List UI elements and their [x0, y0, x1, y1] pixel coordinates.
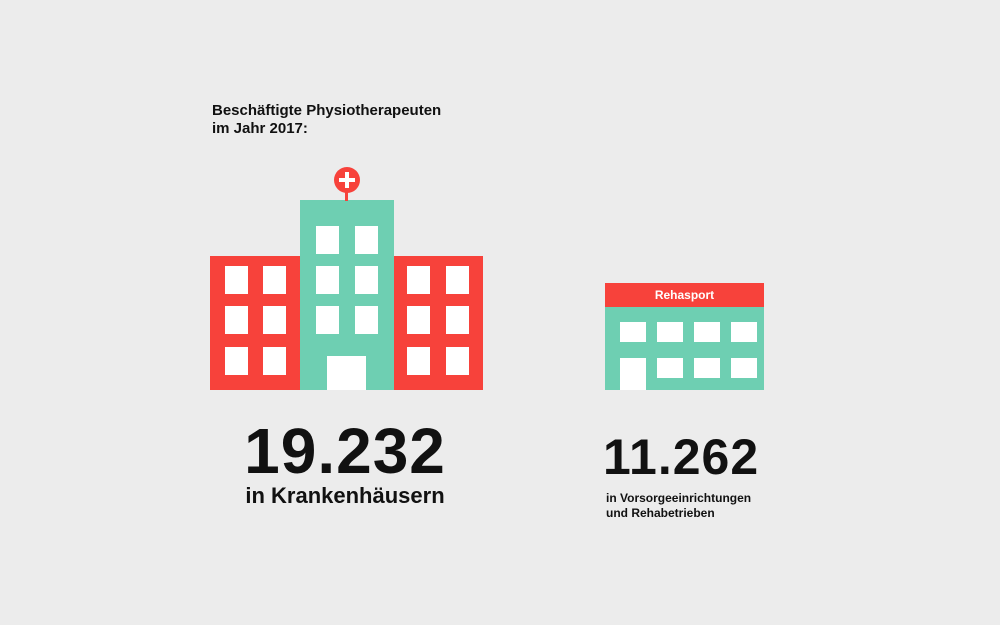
window [407, 306, 430, 334]
window [731, 322, 757, 342]
window [407, 266, 430, 294]
rehab-label-line-2: und Rehabetrieben [606, 506, 715, 520]
rehab-building-icon: Rehasport [605, 283, 764, 390]
window [225, 306, 248, 334]
rehab-count: 11.262 [603, 429, 760, 485]
window [225, 266, 248, 294]
window [263, 347, 286, 375]
window [355, 306, 378, 334]
window [446, 347, 469, 375]
hospital-label: in Krankenhäusern [245, 483, 445, 508]
cross-stem [345, 188, 348, 201]
window [355, 266, 378, 294]
window [407, 347, 430, 375]
window [446, 266, 469, 294]
hospital-building-icon [210, 167, 483, 390]
window [657, 322, 683, 342]
window [263, 306, 286, 334]
rehab-label: in Vorsorgeeinrichtungen und Rehabetrieb… [606, 491, 751, 521]
window [355, 226, 378, 254]
rehasport-sign [605, 283, 764, 307]
hospital-count: 19.232 [244, 415, 446, 487]
window [263, 266, 286, 294]
title-line-1: Beschäftigte Physiotherapeuten [212, 102, 442, 119]
rehab-label-line-1: in Vorsorgeeinrichtungen [606, 491, 752, 505]
window [694, 322, 720, 342]
window [316, 266, 339, 294]
window [316, 306, 339, 334]
window [694, 358, 720, 378]
window [225, 347, 248, 375]
title-line-2: im Jahr 2017: [212, 120, 308, 137]
rehasport-sign-text: Rehasport [655, 288, 714, 302]
window [316, 226, 339, 254]
window [446, 306, 469, 334]
rehab-door [620, 358, 646, 390]
window [731, 358, 757, 378]
hospital-left-wing [210, 256, 300, 390]
hospital-door [327, 356, 366, 390]
infographic-title: Beschäftigte Physiotherapeuten im Jahr 2… [212, 102, 441, 138]
window [657, 358, 683, 378]
window [620, 322, 646, 342]
